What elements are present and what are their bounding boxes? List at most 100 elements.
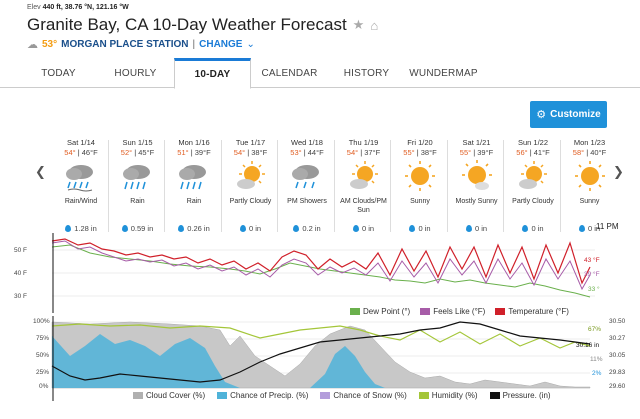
day-column[interactable]: Thu 1/19 54° | 37°F AM Clouds/PM Sun 0 in (335, 137, 393, 233)
day-low: 44°F (307, 148, 324, 157)
current-temp: 53° (42, 39, 58, 50)
home-icon[interactable]: ⌂ (370, 17, 379, 33)
legend-pressure[interactable]: Pressure. (in) (489, 391, 551, 400)
day-hi-lo: 55° | 39°F (459, 148, 494, 157)
legend-temperature[interactable]: Temperature (°F) (495, 307, 569, 316)
raindrop-icon (522, 225, 529, 232)
day-name: Fri 1/20 (407, 138, 433, 147)
chevron-down-icon[interactable]: ⌄ (246, 39, 255, 50)
day-column[interactable]: Wed 1/18 53° | 44°F PM Showers 0.2 in (278, 137, 336, 233)
day-low: 45°F (138, 148, 155, 157)
rain-icon (122, 165, 150, 190)
day-precip: 0 in (391, 224, 449, 233)
sunny-icon (574, 161, 605, 191)
day-column[interactable]: Mon 1/16 51° | 39°F Rain 0.26 in (165, 137, 223, 233)
feels-like-line (51, 240, 591, 291)
day-divider (559, 140, 561, 232)
legend-snow[interactable]: Chance of Snow (%) (320, 391, 407, 400)
y-tick-40f: 40 F (14, 270, 28, 277)
legend-feels-like[interactable]: Feels Like (°F) (420, 307, 485, 316)
day-condition: Rain/Wind (64, 198, 98, 205)
rain-icon (179, 165, 206, 190)
day-high: 55° (403, 148, 415, 157)
raindrop-icon (293, 225, 300, 232)
temperature-legend: Dew Point (°) Feels Like (°F) Temperatur… (350, 307, 569, 316)
tab-hourly[interactable]: HOURLY (114, 67, 157, 79)
tab-today[interactable]: TODAY (41, 67, 76, 79)
station-name[interactable]: MORGAN PLACE STATION (61, 39, 189, 50)
day-divider (446, 140, 448, 232)
legend-humidity[interactable]: Humidity (%) (418, 391, 478, 400)
showers-icon (292, 165, 319, 189)
tab-10-day[interactable]: 10-DAY (174, 58, 251, 89)
day-column[interactable]: Mon 1/23 58° | 40°F Sunny 0 in (561, 137, 619, 233)
day-high: 56° (516, 148, 528, 157)
humidity-swatch (418, 392, 429, 399)
humidity-current: 67% (588, 326, 602, 333)
day-condition: Mostly Sunny (455, 198, 498, 205)
day-high: 53° (290, 148, 302, 157)
day-condition: Sunny (579, 198, 600, 205)
day-hi-lo: 56° | 41°F (516, 148, 550, 157)
day-precip: 0.59 in (109, 224, 167, 233)
raindrop-icon (178, 225, 185, 232)
day-column[interactable]: Sun 1/22 56° | 41°F Partly Cloudy 0 in (504, 137, 562, 233)
day-hi-lo: 55° | 38°F (403, 148, 437, 157)
feels-swatch (420, 308, 431, 315)
legend-precip[interactable]: Chance of Precip. (%) (217, 391, 308, 400)
day-column[interactable]: Tue 1/17 54° | 38°F Partly Cloudy 0 in (222, 137, 280, 233)
snow-swatch (320, 392, 331, 399)
tab-calendar[interactable]: CALENDAR (261, 67, 318, 79)
day-precip: 0 in (335, 224, 393, 233)
day-precip: 0 in (504, 224, 562, 233)
humidity-line (51, 323, 591, 349)
day-hi-lo: 53° | 44°F (290, 148, 324, 157)
day-precip: 0 in (448, 224, 506, 233)
day-column[interactable]: Sat 1/14 54° | 46°F Rain/Wind 1.28 in (52, 137, 110, 233)
day-hi-lo: 54° | 38°F (233, 148, 268, 157)
day-high: 54° (233, 148, 246, 157)
day-hi-lo: 52° | 45°F (120, 148, 155, 157)
day-name: Sun 1/22 (517, 138, 549, 147)
legend-dew-label: Dew Point (°) (363, 307, 411, 316)
y-tick-25: 25% (36, 369, 50, 376)
day-column[interactable]: Fri 1/20 55° | 38°F Sunny 0 in (391, 137, 449, 233)
temperature-chart (30, 233, 610, 313)
conditions-chart (30, 316, 610, 401)
day-column[interactable]: Sat 1/21 55° | 39°F Mostly Sunny 0 in (448, 137, 506, 233)
day-low: 38°F (251, 148, 268, 157)
previous-arrow-icon[interactable]: ❮ (35, 164, 46, 179)
day-condition: Sunny (410, 198, 430, 205)
pressure-tick-5: 29.60 (609, 383, 626, 390)
cloud-cover-current: 11% (590, 356, 603, 363)
day-condition: Partly Cloudy (229, 198, 272, 205)
elev-label: Elev (27, 4, 41, 11)
day-condition: Rain (130, 198, 145, 205)
forecast-tabs: TODAY HOURLY 10-DAY CALENDAR HISTORY WUN… (0, 58, 640, 89)
tab-history[interactable]: HISTORY (343, 67, 390, 79)
tab-wundermap[interactable]: WUNDERMAP (409, 67, 478, 79)
customize-button[interactable]: ⚙ Customize (530, 101, 607, 128)
day-precip-amount: 0 in (531, 224, 544, 233)
day-high: 58° (572, 148, 585, 157)
favorite-star-icon[interactable]: ★ (352, 17, 365, 32)
day-precip: 0 in (561, 224, 619, 233)
day-precip-amount: 0 in (361, 224, 375, 233)
pressure-tick-1: 30.50 (609, 318, 626, 325)
day-precip-amount: 0.2 in (302, 224, 321, 233)
day-column[interactable]: Sun 1/15 52° | 45°F Rain 0.59 in (109, 137, 167, 233)
next-arrow-icon[interactable]: ❯ (613, 164, 624, 179)
pressure-current: 30.16 in (576, 342, 600, 349)
legend-feels-label: Feels Like (°F) (433, 307, 486, 316)
legend-dew-point[interactable]: Dew Point (°) (350, 307, 410, 316)
legend-cloud-cover[interactable]: Cloud Cover (%) (133, 391, 205, 400)
day-strip: Sat 1/14 54° | 46°F Rain/Wind 1.28 in Sun 1/… (52, 137, 606, 233)
pressure-tick-3: 30.05 (609, 352, 626, 359)
change-station-link[interactable]: CHANGE (199, 39, 243, 50)
raindrop-icon (239, 225, 246, 232)
day-precip-amount: 0.59 in (130, 224, 154, 233)
day-precip: 0.26 in (165, 224, 223, 233)
y-tick-50: 50% (36, 352, 50, 359)
longitude: 121.16 °W (95, 4, 129, 11)
temp-swatch (495, 308, 506, 315)
